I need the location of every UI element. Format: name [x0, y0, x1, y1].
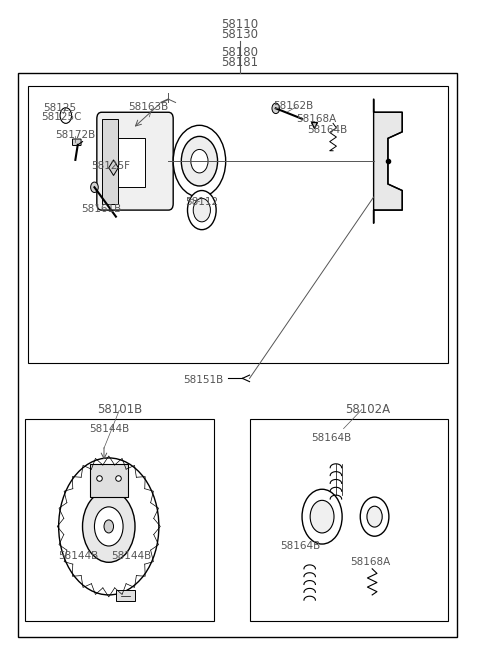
Circle shape [59, 458, 159, 595]
Circle shape [302, 489, 342, 544]
Bar [118, 138, 144, 187]
Bar [28, 86, 447, 364]
Bar [102, 119, 118, 204]
Bar [25, 419, 214, 621]
Text: 58164B: 58164B [312, 434, 352, 443]
Circle shape [91, 182, 98, 193]
Circle shape [95, 507, 123, 546]
Polygon shape [373, 99, 402, 223]
Text: 58112: 58112 [185, 197, 218, 207]
Text: 58125C: 58125C [41, 113, 82, 122]
Bar [18, 73, 457, 637]
Text: 58144B: 58144B [90, 424, 130, 434]
Text: 58164B: 58164B [281, 541, 321, 551]
Text: 58144B: 58144B [111, 551, 151, 561]
Circle shape [83, 491, 135, 562]
Circle shape [272, 103, 280, 113]
Circle shape [173, 125, 226, 197]
Text: 58172B: 58172B [55, 130, 95, 140]
Text: 58164B: 58164B [307, 125, 347, 135]
Text: 58168A: 58168A [296, 114, 336, 124]
Text: 58110: 58110 [221, 18, 259, 31]
Text: 58144B: 58144B [58, 551, 98, 561]
Polygon shape [109, 160, 118, 176]
Text: 58151B: 58151B [183, 375, 223, 384]
Text: 58180: 58180 [221, 46, 259, 59]
Bar [90, 464, 128, 497]
Circle shape [188, 191, 216, 230]
Text: 58168A: 58168A [350, 557, 390, 567]
Text: 58130: 58130 [221, 28, 259, 41]
Circle shape [60, 107, 72, 123]
Text: 58163B: 58163B [128, 102, 168, 112]
Text: 58181: 58181 [221, 56, 259, 69]
Circle shape [310, 500, 334, 533]
Circle shape [193, 198, 210, 222]
Text: 58162B: 58162B [274, 101, 313, 111]
Text: 58101B: 58101B [97, 403, 142, 415]
Circle shape [360, 497, 389, 536]
Circle shape [191, 149, 208, 173]
Circle shape [104, 520, 114, 533]
Circle shape [181, 136, 217, 186]
Bar [250, 419, 447, 621]
Circle shape [367, 506, 382, 527]
Text: 58125: 58125 [43, 103, 76, 113]
Bar [116, 590, 135, 601]
FancyBboxPatch shape [72, 139, 81, 145]
Text: 58102A: 58102A [345, 403, 390, 415]
Text: 58161B: 58161B [82, 204, 122, 214]
Text: 58125F: 58125F [91, 160, 130, 171]
FancyBboxPatch shape [97, 112, 173, 210]
